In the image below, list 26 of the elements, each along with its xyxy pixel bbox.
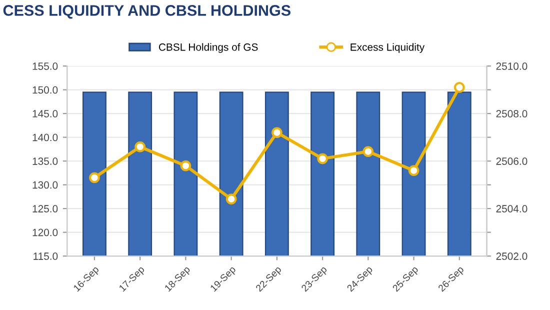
- chart-title: CESS LIQUIDITY AND CBSL HOLDINGS: [3, 5, 290, 19]
- y2-tick-label: 2502.0: [496, 252, 528, 260]
- y2-tick-label: 2508.0: [496, 110, 528, 118]
- point: [271, 127, 282, 138]
- y-tick-label: 115.0: [34, 252, 58, 260]
- point: [134, 141, 146, 152]
- y-tick-label: 140.0: [32, 134, 58, 142]
- legend-label: Excess Liquidity: [350, 43, 425, 53]
- point: [180, 160, 192, 172]
- y-tick-label: 125.0: [32, 205, 58, 212]
- y-tick-label: 130.0: [32, 181, 58, 189]
- y-tick-label: 155.0: [32, 62, 58, 70]
- y-tick-label: 150.0: [32, 86, 58, 94]
- point: [226, 194, 237, 204]
- y2-tick-label: 2504.0: [496, 205, 528, 212]
- point: [89, 172, 100, 184]
- point: [454, 82, 465, 93]
- y-tick-label: 145.0: [32, 110, 58, 118]
- point: [362, 146, 374, 157]
- y-tick-label: 120.0: [32, 228, 58, 236]
- y2-tick-label: 2510.0: [496, 62, 528, 70]
- point: [317, 153, 328, 164]
- y2-tick-label: 2506.0: [496, 158, 528, 165]
- y-tick-label: 135.0: [32, 158, 58, 165]
- point: [408, 165, 420, 176]
- legend-label: CBSL Holdings of GS: [158, 43, 258, 53]
